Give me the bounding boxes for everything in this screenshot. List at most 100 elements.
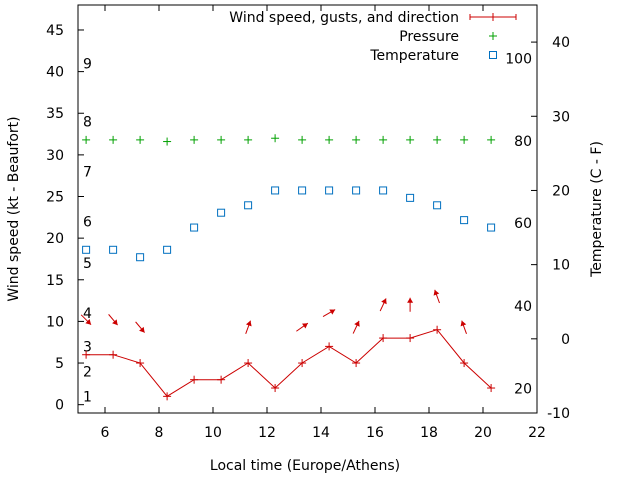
y-tick-label: 25 — [46, 190, 64, 206]
wind-speed-point — [82, 350, 91, 359]
pressure-point — [406, 135, 415, 144]
pressure-point — [379, 135, 388, 144]
wind-direction-arrow — [322, 309, 336, 318]
wind-arrow-head — [381, 298, 387, 305]
y-tick-label: 45 — [46, 23, 64, 39]
temperature-point — [487, 223, 496, 232]
wind-direction-arrow — [433, 289, 440, 304]
pressure-point — [271, 134, 280, 143]
legend-pressure-marker — [489, 32, 497, 40]
beaufort-label: 1 — [83, 389, 92, 405]
beaufort-label: 5 — [83, 256, 92, 272]
wind-arrow-head — [112, 319, 118, 326]
legend-wind-marker — [489, 13, 497, 21]
pressure-point — [352, 135, 361, 144]
x-tick-label: 16 — [366, 425, 384, 441]
pressure-point — [190, 135, 199, 144]
wind-direction-arrow — [108, 314, 118, 326]
wind-direction-arrow — [407, 297, 414, 312]
data-series — [80, 134, 496, 401]
legend-label: Temperature — [369, 48, 459, 64]
y-tick-label: 10 — [46, 314, 64, 330]
wind-arrow-head — [354, 320, 360, 327]
temperature-point — [163, 245, 172, 254]
fahrenheit-label: 20 — [514, 382, 532, 398]
x-tick-label: 10 — [204, 425, 222, 441]
beaufort-label: 8 — [83, 115, 92, 131]
pressure-point — [298, 135, 307, 144]
y-tick-label: 5 — [55, 356, 64, 372]
temperature-point — [433, 201, 442, 210]
beaufort-label: 3 — [83, 339, 92, 355]
wind-speed-line — [86, 329, 492, 397]
fahrenheit-label: 100 — [505, 51, 532, 67]
temperature-point — [298, 186, 307, 195]
x-tick-label: 12 — [258, 425, 276, 441]
plot-area-frame — [77, 4, 538, 414]
wind-arrow-head — [245, 320, 252, 327]
x-tick-label: 22 — [528, 425, 546, 441]
pressure-point — [109, 135, 118, 144]
temperature-point — [325, 186, 334, 195]
temperature-point — [460, 216, 469, 225]
x-tick-label: 6 — [101, 425, 110, 441]
beaufort-label: 7 — [83, 165, 92, 181]
beaufort-label: 9 — [83, 56, 92, 72]
temperature-point — [244, 201, 253, 210]
temperature-point — [136, 253, 145, 262]
wind-direction-arrow — [352, 320, 360, 334]
wind-arrow-head — [460, 320, 467, 327]
wind-speed-point — [325, 342, 334, 351]
wind-speed-point — [244, 359, 253, 368]
wind-speed-point — [109, 350, 118, 359]
y-tick-label: 35 — [46, 106, 64, 122]
legend-label: Wind speed, gusts, and direction — [229, 10, 459, 26]
y-tick-label: 40 — [46, 65, 64, 81]
y-tick-label: 20 — [46, 231, 64, 247]
pressure-point — [244, 135, 253, 144]
wind-direction-arrow — [80, 314, 92, 326]
y2-tick-label: 40 — [552, 35, 570, 51]
wind-speed-point — [136, 359, 145, 368]
y2-tick-label: -10 — [547, 406, 570, 422]
legend-label: Pressure — [399, 29, 459, 45]
wind-speed-point — [487, 384, 496, 393]
temperature-point — [109, 245, 118, 254]
wind-arrow-head — [302, 323, 308, 329]
pressure-point — [460, 135, 469, 144]
temperature-point — [217, 208, 226, 217]
y-axis-label: Wind speed (kt - Beaufort) — [6, 116, 22, 301]
pressure-point — [217, 135, 226, 144]
beaufort-label: 6 — [83, 214, 92, 230]
pressure-point — [325, 135, 334, 144]
y-tick-label: 0 — [55, 398, 64, 414]
legend: Wind speed, gusts, and direction Pressure… — [229, 10, 517, 64]
wind-arrow-head — [407, 297, 414, 303]
y2-tick-label: 30 — [552, 109, 570, 125]
wind-arrow-head — [85, 319, 92, 325]
wind-direction-arrow — [245, 320, 252, 334]
pressure-point — [82, 135, 91, 144]
pressure-point — [487, 135, 496, 144]
fahrenheit-label: 80 — [514, 134, 532, 150]
temperature-point — [352, 186, 361, 195]
wind-direction-arrow — [296, 322, 309, 332]
wind-speed-point — [406, 334, 415, 343]
legend-temperature-marker — [489, 51, 497, 59]
wind-speed-point — [352, 359, 361, 368]
wind-arrow-head — [329, 309, 336, 315]
temperature-point — [190, 223, 199, 232]
wind-speed-point — [460, 359, 469, 368]
y-tick-label: 30 — [46, 148, 64, 164]
x-tick-label: 20 — [474, 425, 492, 441]
wind-arrow-head — [433, 289, 440, 296]
temperature-point — [379, 186, 388, 195]
pressure-point — [136, 135, 145, 144]
wind-speed-point — [271, 384, 280, 393]
wind-direction-arrow — [460, 320, 467, 334]
y2-axis-label: Temperature (C - F) — [589, 141, 605, 278]
x-tick-label: 14 — [312, 425, 330, 441]
temperature-point — [271, 186, 280, 195]
pressure-point — [433, 135, 442, 144]
